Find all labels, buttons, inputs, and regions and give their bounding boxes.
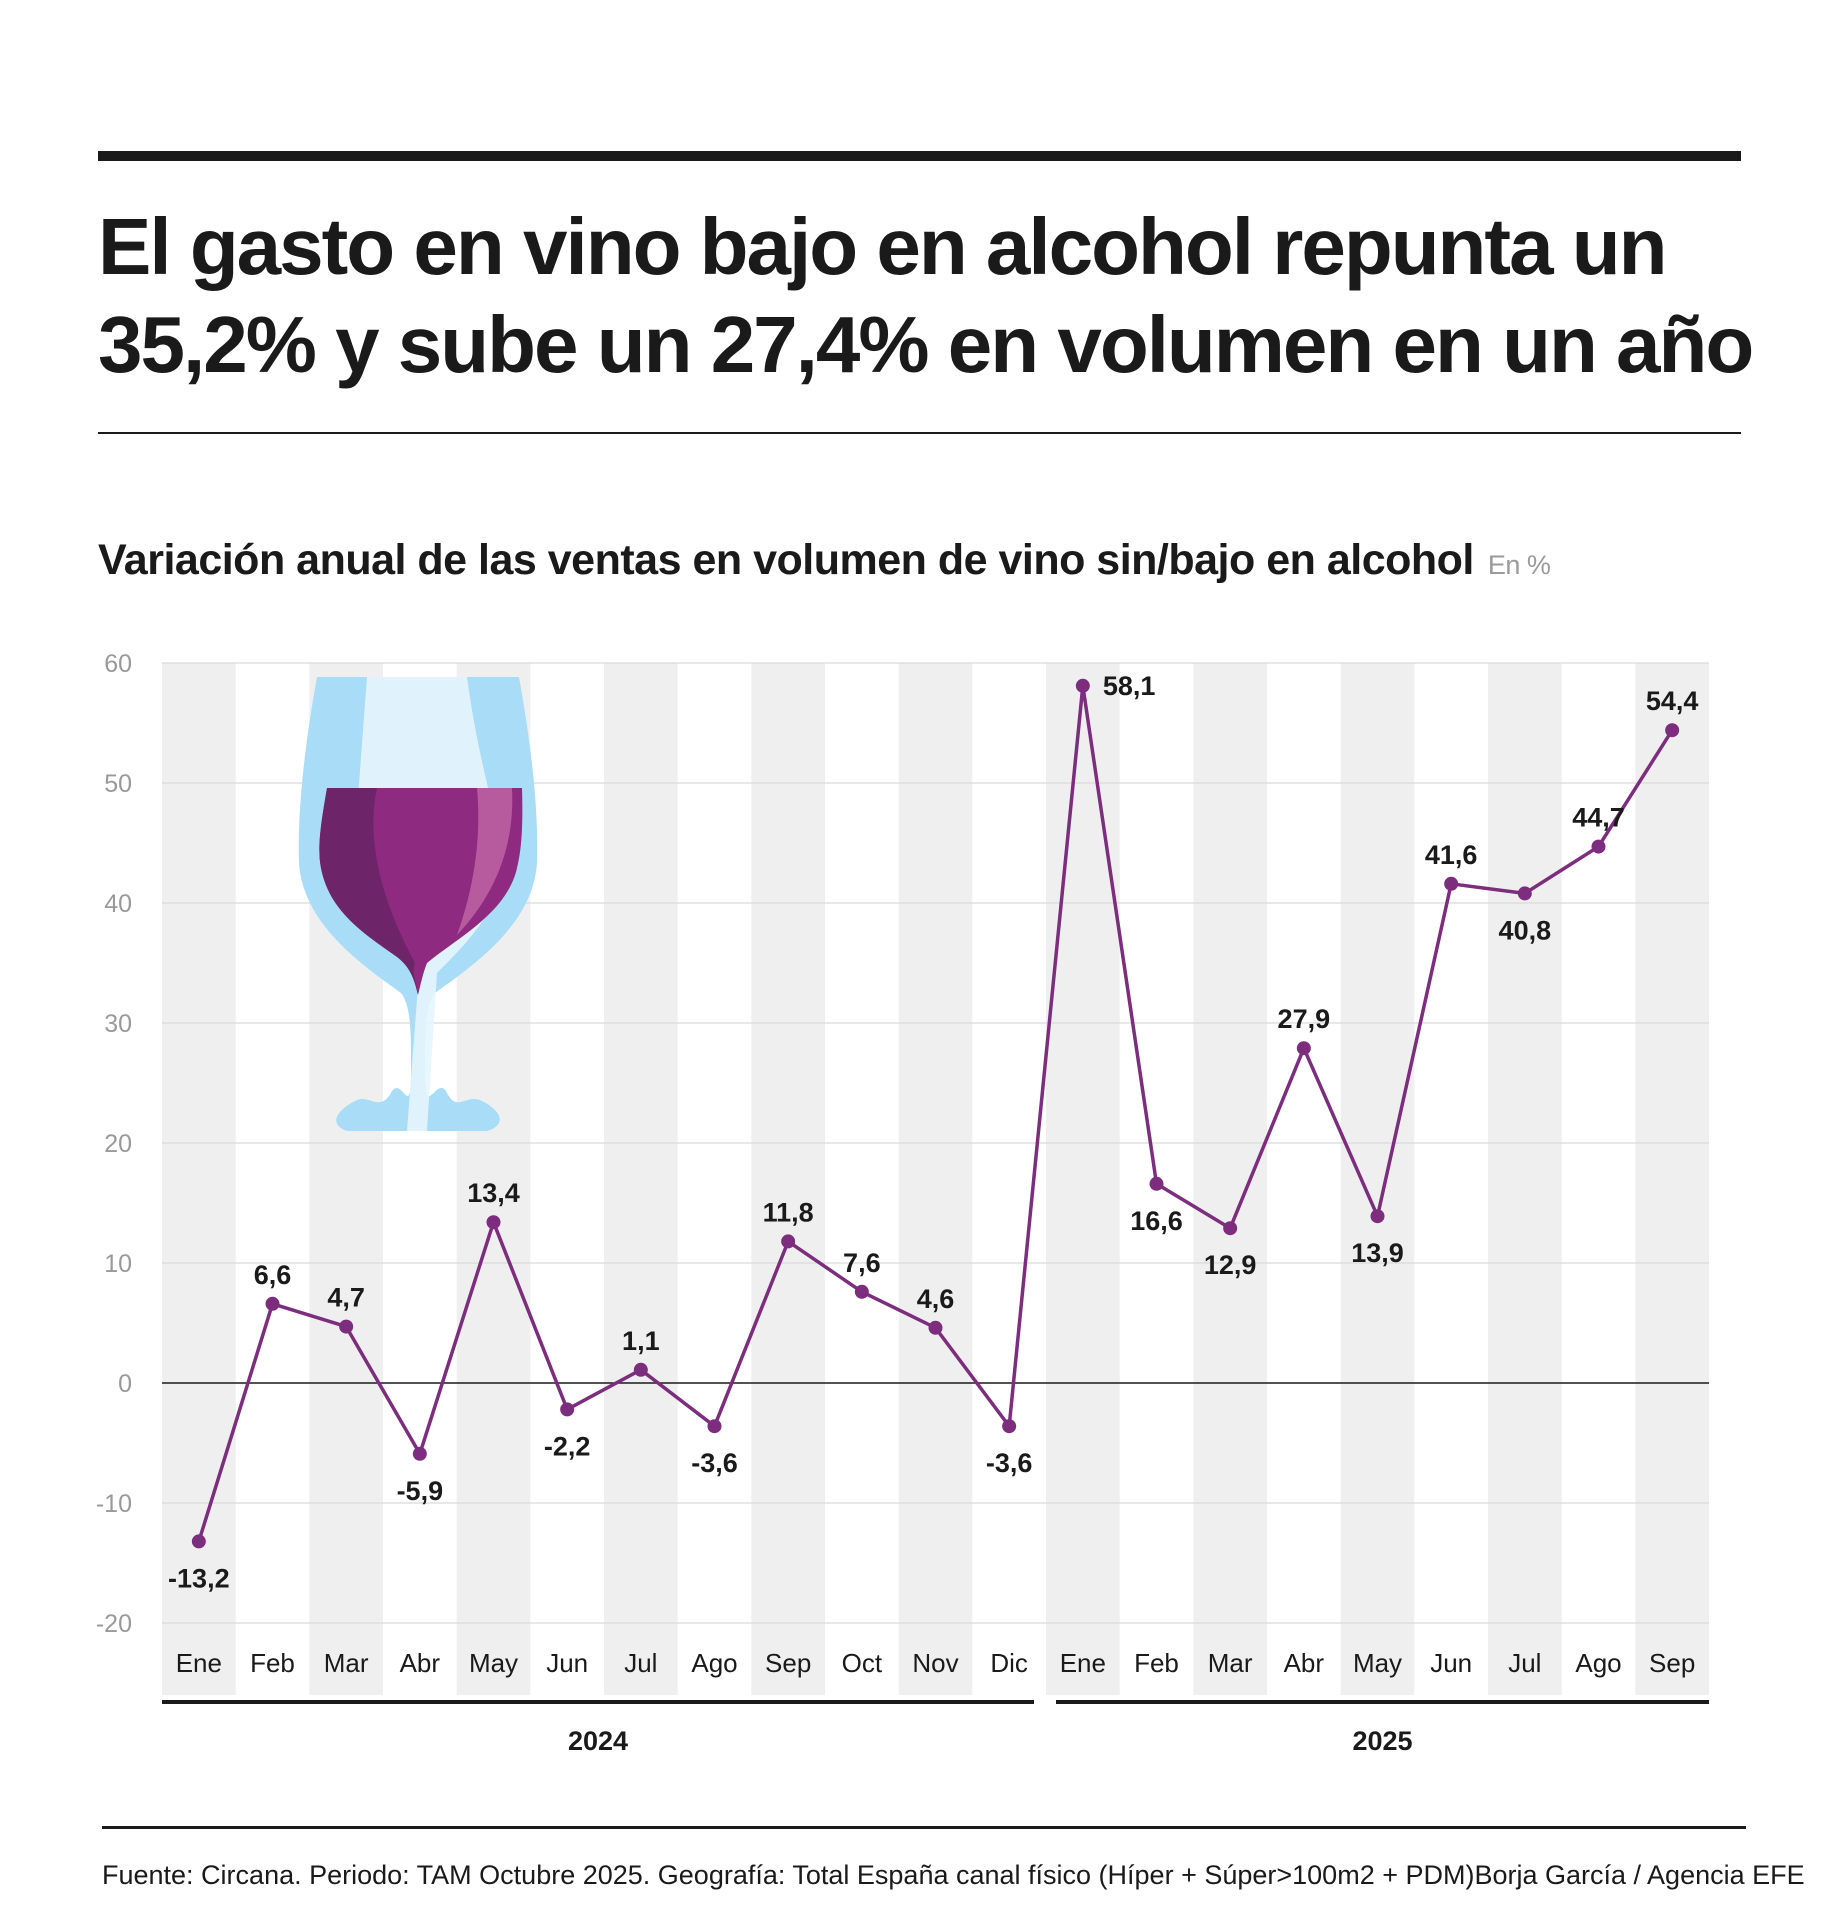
x-tick-label: May <box>1353 1648 1402 1678</box>
data-label: -13,2 <box>168 1563 230 1593</box>
x-tick-label: Mar <box>1208 1648 1253 1678</box>
year-label: 2025 <box>1352 1726 1412 1756</box>
wine-highlight <box>457 788 513 935</box>
data-point <box>707 1419 722 1434</box>
data-label: 4,6 <box>917 1284 955 1314</box>
y-tick-label: -20 <box>96 1610 132 1638</box>
data-point <box>339 1319 354 1334</box>
x-tick-label: May <box>469 1648 518 1678</box>
column-stripe <box>898 663 973 1695</box>
year-label: 2024 <box>568 1726 628 1756</box>
data-label: -5,9 <box>397 1476 444 1506</box>
column-stripe <box>162 663 236 1695</box>
data-point <box>412 1446 427 1461</box>
data-point <box>1223 1221 1238 1236</box>
chart-title-text: Variación anual de las ventas en volumen… <box>98 536 1474 584</box>
data-label: 44,7 <box>1572 803 1625 833</box>
chart-unit: En % <box>1487 550 1551 580</box>
wine-glass-icon <box>298 677 538 1131</box>
data-label: -3,6 <box>691 1448 738 1478</box>
column-stripe <box>751 663 825 1695</box>
y-tick-label: 20 <box>104 1130 132 1158</box>
data-point <box>854 1284 869 1299</box>
column-stripe <box>1193 663 1267 1695</box>
data-label: 41,6 <box>1425 840 1478 870</box>
data-label: 12,9 <box>1204 1250 1257 1280</box>
x-tick-label: Ene <box>1060 1648 1106 1678</box>
x-tick-label: Feb <box>1134 1648 1179 1678</box>
data-point <box>1444 876 1459 891</box>
data-label: 4,7 <box>327 1283 365 1313</box>
data-label: -3,6 <box>986 1448 1033 1478</box>
data-point <box>1517 886 1532 901</box>
data-point <box>1149 1176 1164 1191</box>
x-tick-label: Oct <box>842 1648 883 1678</box>
x-tick-label: Sep <box>765 1648 811 1678</box>
source-note: Fuente: Circana. Periodo: TAM Octubre 20… <box>102 1860 1475 1890</box>
x-tick-label: Abr <box>400 1648 441 1678</box>
wine-shadow <box>319 788 418 995</box>
data-label: 16,6 <box>1130 1206 1183 1236</box>
y-tick-label: 40 <box>104 890 132 918</box>
credit: Borja García / Agencia EFE <box>1474 1860 1805 1890</box>
x-tick-label: Ago <box>691 1648 737 1678</box>
x-tick-label: Jun <box>1430 1648 1472 1678</box>
x-tick-label: Jul <box>624 1648 657 1678</box>
data-label: 1,1 <box>622 1326 660 1356</box>
y-tick-label: 10 <box>104 1250 132 1278</box>
x-tick-label: Feb <box>250 1648 295 1678</box>
column-stripe <box>1046 663 1120 1695</box>
footer-divider <box>102 1826 1746 1829</box>
data-point <box>1075 678 1090 693</box>
x-tick-label: Jul <box>1508 1648 1541 1678</box>
data-point <box>781 1234 796 1249</box>
data-label: 40,8 <box>1499 915 1552 945</box>
x-tick-label: Ene <box>176 1648 222 1678</box>
column-stripe <box>1340 663 1415 1695</box>
page-title: El gasto en vino bajo en alcohol repunta… <box>98 202 1754 389</box>
data-label: 54,4 <box>1646 686 1699 716</box>
data-point <box>486 1215 501 1230</box>
column-stripe <box>1635 663 1709 1695</box>
title-divider <box>98 432 1741 434</box>
data-point <box>1370 1209 1385 1224</box>
y-tick-label: 60 <box>104 650 132 678</box>
data-point <box>1591 839 1606 854</box>
y-tick-label: -10 <box>96 1490 132 1518</box>
column-stripe <box>604 663 678 1695</box>
y-tick-label: 50 <box>104 770 132 798</box>
data-point <box>191 1534 206 1549</box>
x-tick-label: Ago <box>1575 1648 1621 1678</box>
chart-title: Variación anual de las ventas en volumen… <box>98 536 1551 585</box>
data-point <box>265 1296 280 1311</box>
x-tick-label: Sep <box>1649 1648 1695 1678</box>
column-stripe <box>1488 663 1562 1695</box>
data-label: 6,6 <box>254 1260 292 1290</box>
data-point <box>1665 723 1680 738</box>
y-tick-label: 0 <box>118 1370 132 1398</box>
x-tick-label: Dic <box>990 1648 1028 1678</box>
data-point <box>1002 1419 1017 1434</box>
data-label: 27,9 <box>1278 1004 1331 1034</box>
footer: Fuente: Circana. Periodo: TAM Octubre 20… <box>102 1860 1805 1891</box>
x-tick-label: Jun <box>546 1648 588 1678</box>
data-label: 13,4 <box>467 1178 520 1208</box>
top-bar <box>98 151 1741 161</box>
data-label: 7,6 <box>843 1248 881 1278</box>
data-label: 11,8 <box>763 1197 814 1227</box>
x-tick-label: Nov <box>912 1648 958 1678</box>
data-point <box>1296 1041 1311 1056</box>
x-tick-label: Mar <box>324 1648 369 1678</box>
data-label: -2,2 <box>544 1431 591 1461</box>
data-point <box>928 1320 943 1335</box>
y-tick-label: 30 <box>104 1010 132 1038</box>
data-label: 13,9 <box>1351 1238 1404 1268</box>
data-point <box>560 1402 575 1417</box>
data-label: 58,1 <box>1103 671 1156 701</box>
x-tick-label: Abr <box>1284 1648 1325 1678</box>
data-point <box>633 1362 648 1377</box>
